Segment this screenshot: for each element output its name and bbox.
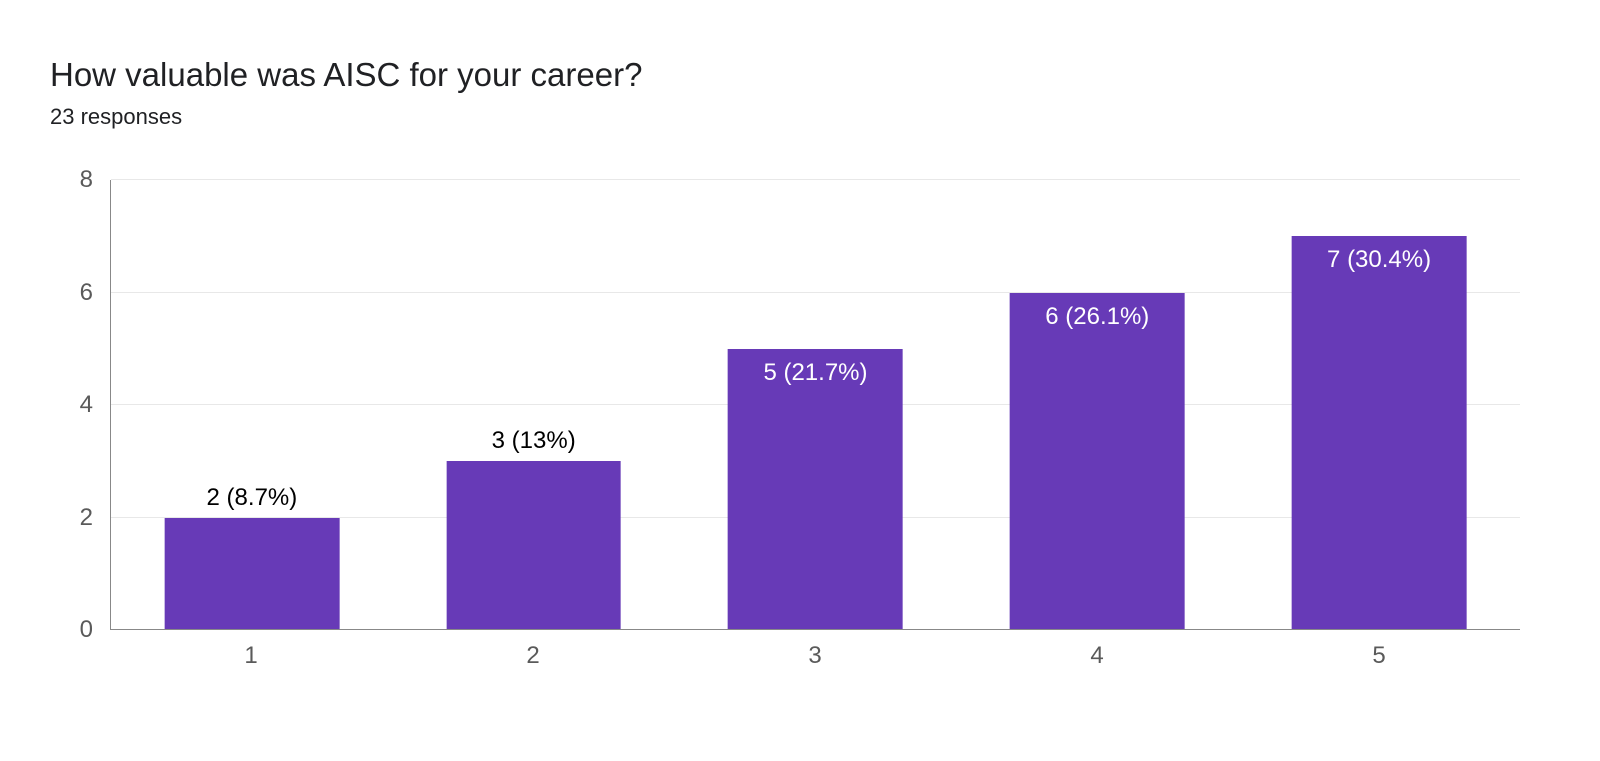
chart-subtitle: 23 responses: [50, 104, 1550, 130]
x-tick-label: 3: [674, 642, 956, 670]
y-tick-label: 2: [80, 504, 111, 532]
plot-area: 2 (8.7%) 3 (13%) 5 (21.7%) 6 (26.1%) 7 (30.4…: [110, 180, 1520, 630]
y-tick-label: 6: [80, 279, 111, 307]
bar-slot: 6 (26.1%): [956, 180, 1238, 630]
y-tick-label: 4: [80, 391, 111, 419]
bar-value-label: 2 (8.7%): [207, 484, 298, 512]
chart-title: How valuable was AISC for your career?: [50, 56, 1550, 94]
bars-layer: 2 (8.7%) 3 (13%) 5 (21.7%) 6 (26.1%) 7 (30.4…: [111, 180, 1520, 630]
bar-slot: 7 (30.4%): [1238, 180, 1520, 630]
x-tick-label: 4: [956, 642, 1238, 670]
bar-value-label: 5 (21.7%): [763, 359, 867, 387]
chart-container: How valuable was AISC for your career? 2…: [0, 0, 1600, 761]
x-tick-label: 5: [1238, 642, 1520, 670]
bar-value-label: 3 (13%): [492, 427, 576, 455]
x-axis-labels: 12345: [110, 642, 1520, 670]
bar: [446, 461, 621, 630]
bar: [1292, 236, 1467, 630]
bar-value-label: 7 (30.4%): [1327, 246, 1431, 274]
y-tick-label: 8: [80, 166, 111, 194]
bar: [165, 518, 340, 631]
bar-slot: 5 (21.7%): [675, 180, 957, 630]
x-axis-line: [111, 629, 1520, 630]
bar: [728, 349, 903, 630]
bar-value-label: 6 (26.1%): [1045, 303, 1149, 331]
chart-area: 2 (8.7%) 3 (13%) 5 (21.7%) 6 (26.1%) 7 (30.4…: [110, 180, 1520, 670]
y-tick-label: 0: [80, 616, 111, 644]
bar-slot: 3 (13%): [393, 180, 675, 630]
bar-slot: 2 (8.7%): [111, 180, 393, 630]
x-tick-label: 1: [110, 642, 392, 670]
x-tick-label: 2: [392, 642, 674, 670]
bar: [1010, 293, 1185, 631]
